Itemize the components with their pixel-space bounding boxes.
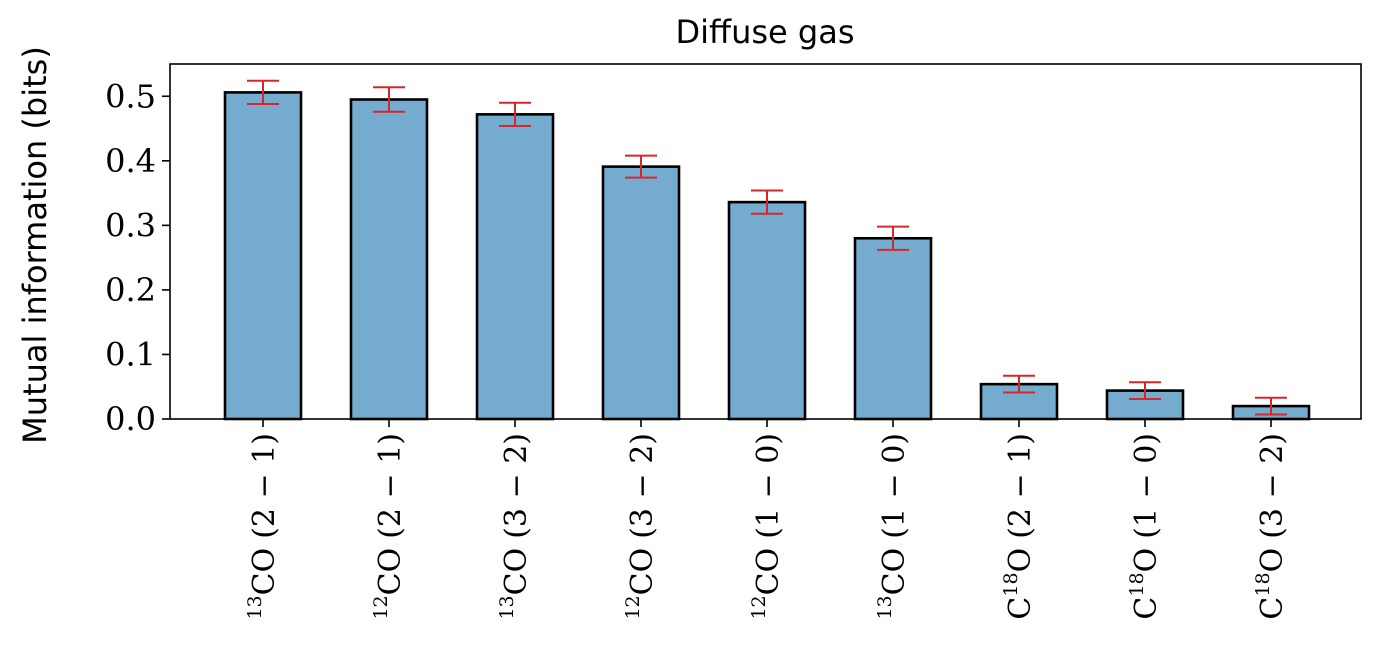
x-tick-label: 12CO (2 − 1) xyxy=(370,433,408,620)
bar xyxy=(853,236,933,421)
x-tick-isotope: 13 xyxy=(496,595,518,619)
x-tick-molecule: CO xyxy=(877,548,912,596)
bars-group xyxy=(223,91,1311,421)
x-tick-molecule: CO xyxy=(625,548,660,596)
x-tick-isotope: 12 xyxy=(370,595,392,619)
x-tick-element: C xyxy=(1003,597,1038,620)
x-tick-transition: (1 − 0) xyxy=(877,433,912,539)
y-tick-label: 0.1 xyxy=(105,335,156,373)
x-tick-label: 13CO (3 − 2) xyxy=(496,433,534,620)
y-tick-label: 0.4 xyxy=(105,142,156,180)
x-tick-transition: (3 − 2) xyxy=(625,433,660,539)
x-tick-element: C xyxy=(1255,597,1290,620)
y-ticks-group: 0.0 0.1 0.2 0.3 0.4 0.5 xyxy=(105,77,170,438)
x-tick-transition: (3 − 2) xyxy=(1255,433,1290,539)
x-tick-isotope: 12 xyxy=(622,595,644,619)
x-tick-label: C18O (1 − 0) xyxy=(1126,433,1164,620)
x-tick-transition: (2 − 1) xyxy=(247,433,282,539)
x-tick-molecule: O xyxy=(1003,548,1038,573)
x-tick-molecule: CO xyxy=(247,548,282,596)
y-tick-label: 0.2 xyxy=(105,271,156,309)
x-tick-transition: (2 − 1) xyxy=(1003,433,1038,539)
x-tick-isotope: 13 xyxy=(244,595,266,619)
x-tick-molecule: CO xyxy=(499,548,534,596)
bar xyxy=(223,91,303,421)
x-ticks-group: 13CO(2 − 1)12CO(2 − 1)13CO(3 − 2)12CO(3 … xyxy=(244,419,1290,620)
x-tick-label: C18O (3 − 2) xyxy=(1252,433,1290,620)
x-tick-label: 12CO (1 − 0) xyxy=(748,433,786,620)
bar xyxy=(727,200,807,421)
x-tick-molecule: O xyxy=(1129,548,1164,573)
x-tick-label: 13CO (1 − 0) xyxy=(874,433,912,620)
x-tick-isotope: 18 xyxy=(1126,572,1148,596)
y-axis-label: Mutual information (bits) xyxy=(16,46,54,444)
x-tick-transition: (3 − 2) xyxy=(499,433,534,539)
plot-frame xyxy=(169,63,1362,420)
x-tick-label: C18O (2 − 1) xyxy=(1000,433,1038,620)
x-tick-isotope: 13 xyxy=(874,595,896,619)
error-bars-group xyxy=(247,79,1287,416)
chart-title: Diffuse gas xyxy=(676,13,855,51)
x-tick-isotope: 12 xyxy=(748,595,770,619)
y-tick-label: 0.0 xyxy=(105,400,156,438)
x-tick-isotope: 18 xyxy=(1000,572,1022,596)
bar xyxy=(475,113,555,421)
y-tick-label: 0.5 xyxy=(105,77,156,115)
bar xyxy=(601,165,681,421)
x-tick-label: 13CO (2 − 1) xyxy=(244,433,282,620)
x-tick-transition: (1 − 0) xyxy=(1129,433,1164,539)
x-tick-transition: (2 − 1) xyxy=(373,433,408,539)
x-tick-element: C xyxy=(1129,597,1164,620)
x-tick-molecule: CO xyxy=(751,548,786,596)
x-tick-molecule: O xyxy=(1255,548,1290,573)
bar xyxy=(349,98,429,421)
x-tick-molecule: CO xyxy=(373,548,408,596)
y-tick-label: 0.3 xyxy=(105,206,156,244)
x-tick-label: 12CO (3 − 2) xyxy=(622,433,660,620)
x-tick-transition: (1 − 0) xyxy=(751,433,786,539)
x-tick-isotope: 18 xyxy=(1252,572,1274,596)
